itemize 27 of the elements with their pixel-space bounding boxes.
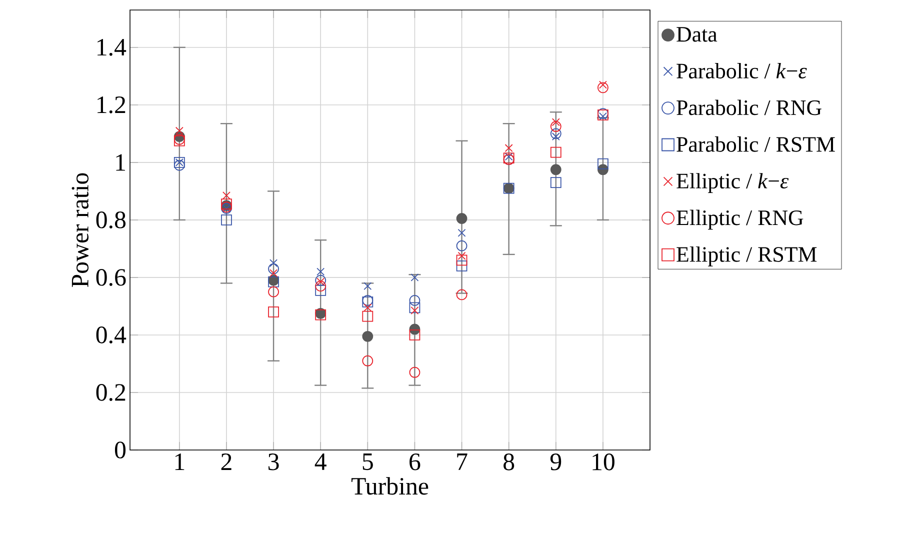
x-tick-label: 3 (268, 454, 279, 470)
y-tick-label: 0 (114, 442, 126, 458)
y-tick-label: 0.8 (96, 211, 126, 228)
legend-label: Parabolic / RNG (676, 100, 822, 116)
legend-label: Data (676, 27, 718, 42)
y-tick-label: 1.4 (98, 38, 126, 56)
x-axis-title: Turbine (351, 477, 428, 495)
x-tick-label: 6 (410, 454, 420, 470)
x-tick-label: 1 (175, 454, 184, 470)
y-tick-label: 0.6 (96, 268, 126, 286)
x-tick-label: 9 (550, 454, 562, 470)
y-tick-label: 0.4 (96, 326, 126, 344)
x-tick-label: 7 (457, 454, 468, 470)
x-tick-label: 8 (504, 454, 514, 470)
x-tick-label: 10 (592, 454, 614, 470)
y-tick-label: 1 (116, 154, 125, 171)
legend-label: Elliptic / k−ε (676, 173, 789, 193)
legend-label: Parabolic / k−ε (676, 63, 807, 78)
legend-label: Elliptic / RNG (676, 210, 804, 230)
y-axis-title: Power ratio (72, 173, 89, 288)
legend-label: Elliptic / RSTM (676, 246, 817, 266)
legend-label: Parabolic / RSTM (676, 136, 835, 152)
x-tick-label: 2 (221, 454, 232, 470)
x-tick-label: 5 (362, 454, 373, 470)
y-tick-label: 0.2 (96, 384, 126, 401)
x-tick-label: 4 (314, 454, 326, 470)
y-tick-label: 1.2 (98, 96, 126, 114)
